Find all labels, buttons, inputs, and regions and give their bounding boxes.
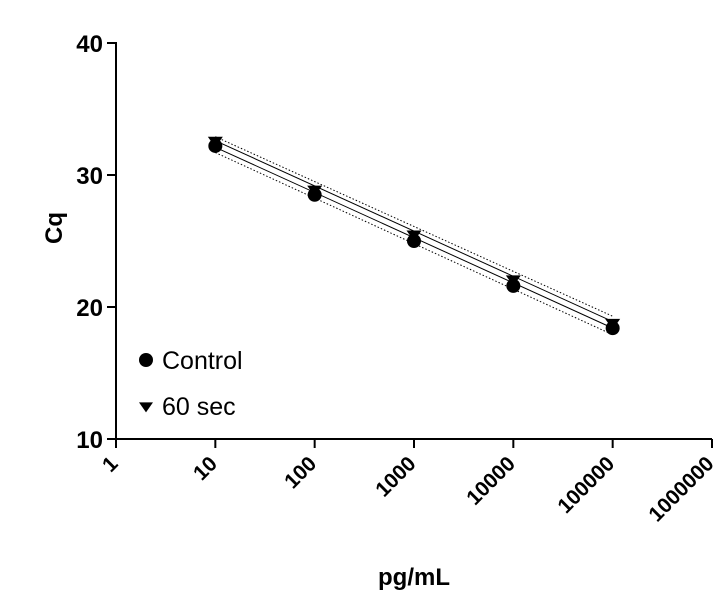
x-tick-label: 1000 <box>371 452 420 501</box>
y-axis-title: Cq <box>41 212 68 244</box>
x-axis-title: pg/mL <box>378 564 450 591</box>
legend-marker-60-sec <box>139 402 153 413</box>
y-tick-label: 10 <box>76 427 103 454</box>
point-control <box>506 278 521 293</box>
axes <box>107 42 713 448</box>
x-tick-label: 100000 <box>553 452 619 518</box>
confidence-band-upper <box>215 136 613 317</box>
x-tick-label: 1 <box>98 452 123 477</box>
x-tick-label: 10 <box>189 452 222 485</box>
x-tick-label: 1000000 <box>644 452 718 526</box>
x-tick-label: 10000 <box>462 452 520 510</box>
legend-label-control: Control <box>162 347 243 375</box>
confidence-band-lower <box>215 152 613 336</box>
y-tick-label: 20 <box>76 295 103 322</box>
point-control <box>605 321 620 336</box>
legend-marker-control <box>139 353 153 367</box>
data-points <box>207 136 621 336</box>
point-control <box>208 138 223 153</box>
x-tick-label: 100 <box>280 452 321 493</box>
legend-label-60-sec: 60 sec <box>162 393 236 421</box>
legend: Control 60 sec <box>139 347 243 421</box>
y-tick-label: 30 <box>76 163 103 190</box>
y-tick-label: 40 <box>76 31 103 58</box>
confidence-band <box>215 136 613 336</box>
point-control <box>307 187 322 202</box>
point-control <box>407 234 421 248</box>
